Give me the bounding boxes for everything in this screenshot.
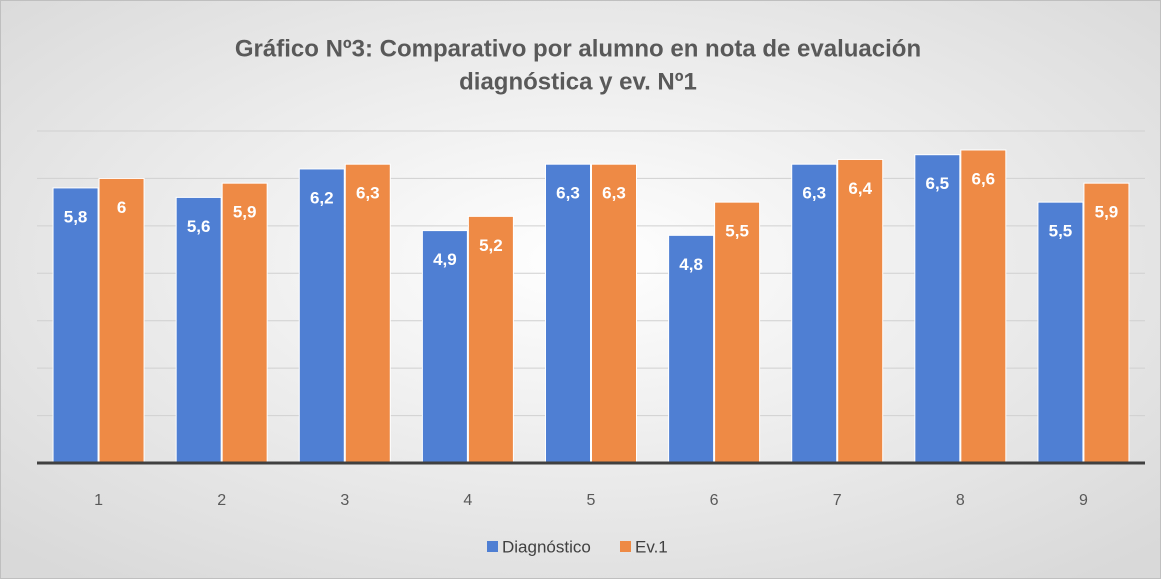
bar	[1083, 182, 1130, 464]
chart-title: diagnóstica y ev. Nº1	[459, 68, 697, 95]
bar	[914, 154, 961, 464]
x-tick-label: 3	[340, 492, 349, 509]
data-label: 6,3	[802, 184, 826, 203]
legend-swatch	[487, 541, 498, 552]
bar	[837, 158, 884, 464]
bar	[960, 149, 1007, 464]
x-tick-label: 5	[587, 492, 596, 509]
x-tick-label: 7	[833, 492, 842, 509]
bar	[175, 196, 222, 464]
data-label: 4,9	[433, 250, 457, 269]
bar	[467, 215, 514, 464]
legend-label: Ev.1	[635, 537, 668, 556]
x-tick-label: 8	[956, 492, 965, 509]
bar	[1037, 201, 1084, 464]
bar	[344, 163, 391, 464]
data-label: 6,4	[848, 179, 872, 198]
bar	[98, 177, 145, 464]
x-tick-label: 6	[710, 492, 719, 509]
data-label: 6	[117, 198, 126, 217]
bar	[52, 187, 99, 464]
data-label: 5,6	[187, 217, 211, 236]
data-label: 5,9	[1095, 203, 1119, 222]
bar	[591, 163, 637, 464]
bar	[714, 201, 761, 464]
x-tick-label: 2	[217, 492, 226, 509]
data-label: 6,3	[556, 184, 580, 203]
data-label: 5,5	[725, 222, 749, 241]
x-tick-label: 9	[1079, 492, 1088, 509]
data-label: 5,8	[64, 207, 88, 226]
bar	[668, 234, 715, 464]
data-label: 4,8	[679, 255, 703, 274]
data-label: 5,9	[233, 203, 257, 222]
data-label: 5,5	[1049, 222, 1073, 241]
bar	[791, 163, 838, 464]
bar	[298, 168, 345, 464]
legend-label: Diagnóstico	[502, 537, 591, 556]
data-label: 5,2	[479, 236, 503, 255]
data-label: 6,5	[926, 174, 950, 193]
x-tick-label: 4	[463, 492, 472, 509]
chart-title: Gráfico Nº3: Comparativo por alumno en n…	[235, 35, 921, 62]
data-label: 6,6	[972, 169, 996, 188]
data-label: 6,3	[356, 184, 380, 203]
data-label: 6,3	[602, 184, 626, 203]
data-label: 6,2	[310, 188, 334, 207]
bar	[545, 163, 591, 464]
bar	[221, 182, 268, 464]
bar	[421, 230, 468, 464]
x-tick-label: 1	[94, 492, 103, 509]
legend-swatch	[620, 541, 631, 552]
